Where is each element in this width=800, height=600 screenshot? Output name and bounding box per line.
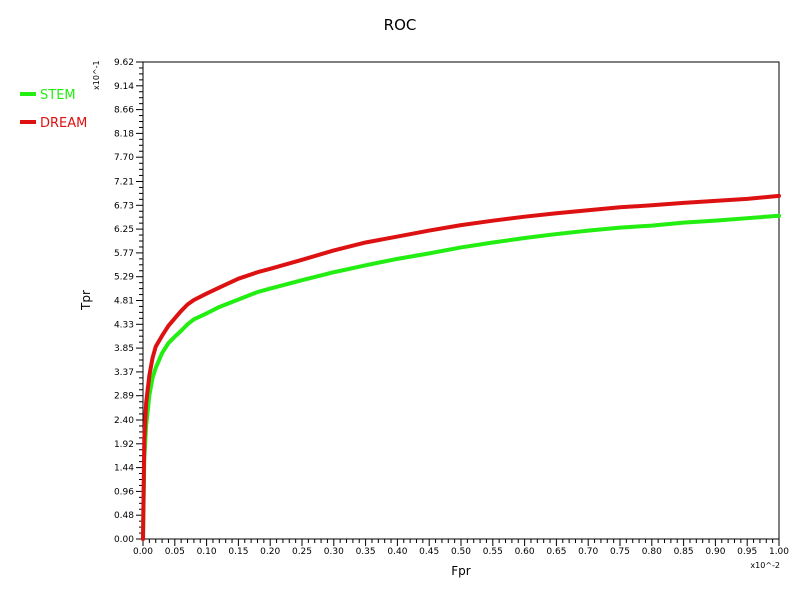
y-tick-label: 2.89: [114, 392, 134, 402]
x-tick-label: 0.00: [133, 547, 153, 557]
y-tick-label: 6.73: [114, 201, 134, 211]
y-tick-label: 8.18: [114, 129, 134, 139]
x-tick-label: 0.25: [292, 547, 312, 557]
y-tick-label: 9.14: [114, 82, 134, 92]
y-tick-label: 2.40: [114, 416, 134, 426]
x-tick-label: 0.05: [165, 547, 185, 557]
x-tick-label: 0.35: [356, 547, 376, 557]
x-tick-label: 0.20: [260, 547, 280, 557]
y-tick-label: 5.77: [114, 249, 134, 259]
x-tick-label: 0.15: [228, 547, 248, 557]
x-tick-label: 0.95: [737, 547, 757, 557]
x-tick-label: 0.45: [419, 547, 439, 557]
x-tick-label: 0.90: [705, 547, 725, 557]
y-tick-label: 0.00: [114, 535, 134, 545]
legend-label-stem: STEM: [40, 88, 76, 103]
x-tick-label: 0.60: [515, 547, 535, 557]
series-line-dream: [141, 193, 781, 541]
x-tick-label: 1.00: [769, 547, 789, 557]
x-tick-label: 0.40: [387, 547, 407, 557]
series-layer: [141, 193, 781, 541]
legend-label-dream: DREAM: [40, 116, 87, 131]
y-tick-label: 0.96: [114, 487, 134, 497]
x-axis-title: Fpr: [451, 564, 471, 578]
y-axis-multiplier: x10^-1: [92, 60, 101, 90]
y-axis: 0.00 0.48 0.96 1.44 1.92 2.40 2.89 3.37 3.85 4.33…: [114, 58, 143, 545]
legend-entries: STEM DREAM: [20, 88, 87, 131]
chart-title: ROC: [384, 16, 417, 34]
x-tick-label: 0.85: [674, 547, 694, 557]
series-line-stem: [141, 213, 781, 541]
y-axis-title: Tpr: [79, 290, 93, 311]
x-tick-label: 0.70: [578, 547, 598, 557]
y-tick-label: 7.21: [114, 177, 134, 187]
x-axis: 0.00 0.05 0.10 0.15 0.20 0.25 0.30 0.35 0.40 0.45…: [133, 539, 789, 557]
x-tick-label: 0.55: [483, 547, 503, 557]
y-tick-label: 4.81: [114, 297, 134, 307]
x-tick-label: 0.65: [546, 547, 566, 557]
legend: STEM DREAM: [20, 88, 87, 131]
y-tick-label: 1.44: [114, 464, 134, 474]
y-tick-label: 3.85: [114, 344, 134, 354]
y-tick-label: 3.37: [114, 368, 134, 378]
x-tick-label: 0.75: [610, 547, 630, 557]
y-tick-label: 9.62: [114, 58, 134, 68]
x-axis-multiplier: x10^-2: [750, 561, 780, 570]
y-tick-label: 5.29: [114, 273, 134, 283]
x-tick-label: 0.80: [642, 547, 662, 557]
y-tick-label: 1.92: [114, 440, 134, 450]
y-tick-label: 8.66: [114, 106, 134, 116]
y-tick-label: 7.70: [114, 153, 134, 163]
y-tick-label: 0.48: [114, 511, 134, 521]
y-tick-label: 4.33: [114, 320, 134, 330]
x-tick-label: 0.10: [197, 547, 217, 557]
x-tick-label: 0.50: [451, 547, 471, 557]
y-tick-label: 6.25: [114, 225, 134, 235]
x-tick-label: 0.30: [324, 547, 344, 557]
